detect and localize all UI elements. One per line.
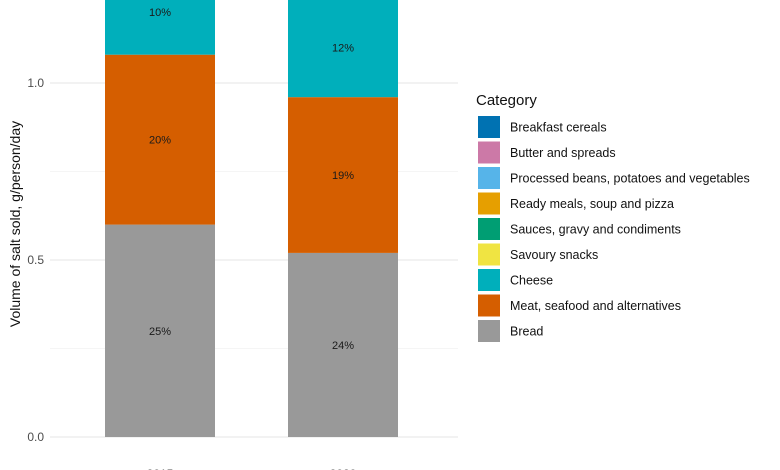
legend-item: Breakfast cereals <box>478 116 607 138</box>
bar-segment-label: 19% <box>332 170 354 182</box>
legend-item: Processed beans, potatoes and vegetables <box>478 167 750 189</box>
bar-segment-label: 24% <box>332 340 354 352</box>
legend-label: Sauces, gravy and condiments <box>510 223 681 237</box>
legend-swatch <box>478 141 500 164</box>
bar-segment <box>105 54 215 225</box>
legend-label: Processed beans, potatoes and vegetables <box>510 172 750 186</box>
legend-swatch <box>478 192 500 215</box>
bar-segment <box>288 252 398 437</box>
legend-item: Butter and spreads <box>478 141 616 164</box>
bar-segment-label: 12% <box>332 43 354 55</box>
legend-swatch <box>478 218 500 240</box>
legend-swatch <box>478 320 500 342</box>
legend-label: Meat, seafood and alternatives <box>510 299 681 313</box>
legend-label: Butter and spreads <box>510 146 616 160</box>
bar-segment-label: 20% <box>149 135 171 147</box>
y-axis: 0.00.51.01.52.02.5 <box>27 76 44 444</box>
legend-item: Sauces, gravy and condiments <box>478 218 681 240</box>
legend-swatch <box>478 269 500 291</box>
bar-stack-2015: 25%20%10%9%9%8%9%6%4% <box>105 0 215 437</box>
legend-label: Savoury snacks <box>510 248 598 262</box>
legend-swatch <box>478 116 500 138</box>
legend-label: Breakfast cereals <box>510 121 607 135</box>
legend-swatch <box>478 294 500 317</box>
bar-segment-label: 10% <box>149 7 171 19</box>
bar-segment <box>288 0 398 98</box>
x-tick-label: 2020 <box>330 467 357 470</box>
bars: 25%20%10%9%9%8%9%6%4%24%19%12%10%9%9%8%6… <box>105 0 398 437</box>
y-tick-label: 0.5 <box>27 253 44 267</box>
bar-segment-label: 25% <box>149 326 171 338</box>
y-tick-label: 0.0 <box>27 430 44 444</box>
legend-swatch <box>478 243 500 266</box>
y-tick-label: 1.0 <box>27 76 44 90</box>
bar-segment <box>288 97 398 253</box>
legend-label: Ready meals, soup and pizza <box>510 197 674 211</box>
bar-segment <box>105 224 215 437</box>
y-axis-title: Volume of salt sold, g/person/day <box>7 121 23 327</box>
x-axis: 2015 2020 <box>147 467 357 470</box>
legend-label: Cheese <box>510 274 553 288</box>
x-tick-label: 2015 <box>147 467 174 470</box>
legend-item: Ready meals, soup and pizza <box>478 192 674 215</box>
legend-swatch <box>478 167 500 189</box>
legend-item: Meat, seafood and alternatives <box>478 294 681 317</box>
legend-item: Savoury snacks <box>478 243 598 266</box>
legend-label: Bread <box>510 325 543 339</box>
legend-title: Category <box>476 92 537 109</box>
legend: Category Breakfast cereals Butter and spr… <box>476 92 750 342</box>
bar-stack-2020: 24%19%12%10%9%9%8%6%3% <box>288 0 398 437</box>
legend-item: Bread <box>478 320 543 342</box>
bar-segment <box>105 0 215 55</box>
legend-item: Cheese <box>478 269 553 291</box>
